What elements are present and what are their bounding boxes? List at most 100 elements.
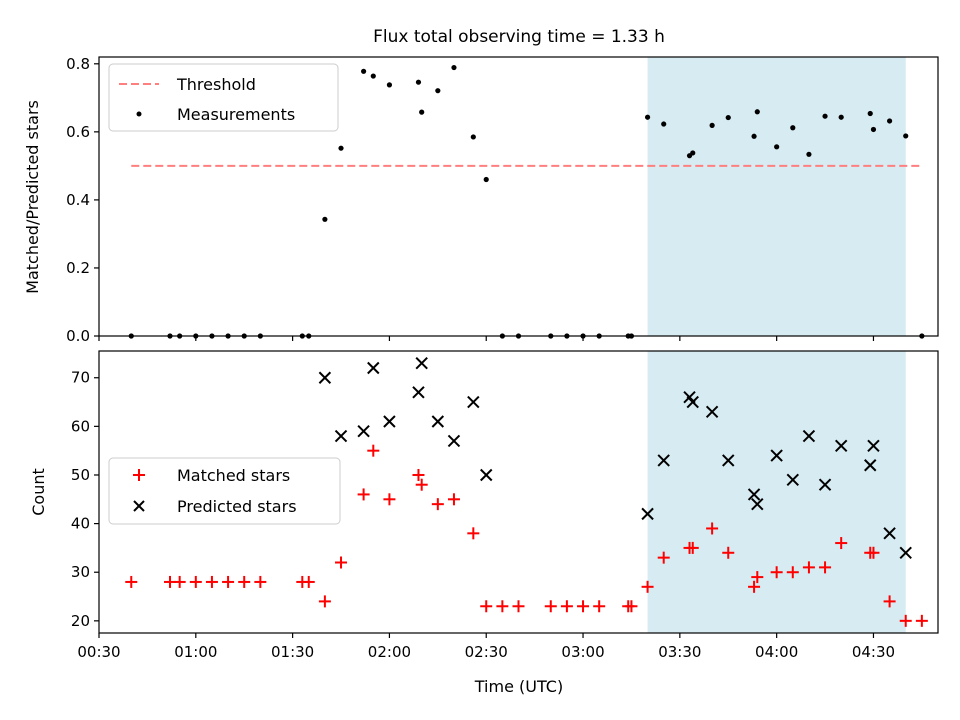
top-y-tick-label: 0.4 — [66, 191, 90, 209]
predicted-star-point — [367, 361, 380, 375]
matched-star-point — [480, 600, 493, 613]
measurement-point — [754, 109, 760, 115]
bottom-axes: 00:30 01:00 01:30 02:00 02:30 03:00 03:30 04:00… — [71, 369, 895, 661]
measurement-point — [419, 109, 425, 115]
predicted-star-point — [657, 454, 670, 467]
predicted-star-point — [318, 371, 332, 384]
predicted-star-point — [802, 429, 816, 443]
matched-star-point — [722, 546, 735, 559]
predicted-star-point — [834, 439, 848, 453]
predicted-star-point — [770, 449, 783, 462]
predicted-star-point — [864, 459, 877, 472]
matched-star-point — [302, 575, 315, 588]
matched-star-point — [883, 595, 896, 608]
bottom-y-tick-label: 20 — [71, 612, 90, 630]
measurement-point — [470, 134, 476, 140]
predicted-star-point — [415, 356, 428, 370]
legend-measurements-label: Measurements — [177, 105, 295, 124]
matched-star-point — [577, 600, 590, 613]
x-tick-label: 02:00 — [368, 643, 411, 661]
matched-star-point — [770, 566, 783, 579]
x-tick-label: 03:00 — [561, 643, 604, 661]
top-y-tick-label: 0.0 — [66, 327, 90, 345]
predicted-star-point — [334, 429, 348, 443]
x-tick-label: 01:00 — [174, 643, 217, 661]
x-tick-label: 04:30 — [852, 643, 895, 661]
predicted-star-point — [705, 405, 719, 418]
predicted-star-point — [686, 395, 699, 409]
matched-star-point — [560, 600, 573, 613]
matched-star-point — [706, 522, 719, 535]
measurement-point — [370, 73, 376, 79]
predicted-star-point — [747, 488, 761, 501]
top-y-tick-label: 0.2 — [66, 259, 90, 277]
matched-star-point — [819, 561, 832, 574]
matched-star-point — [641, 580, 654, 593]
measurement-point — [725, 114, 731, 121]
bottom-y-tick-label: 60 — [71, 417, 90, 435]
bottom-y-tick-label: 70 — [71, 369, 90, 387]
matched-star-point — [512, 600, 525, 613]
x-axis-label: Time (UTC) — [474, 677, 563, 696]
measurement-point — [751, 133, 757, 139]
legend-matched-swatch — [133, 469, 145, 481]
measurement-points — [128, 64, 925, 339]
measurement-point — [903, 133, 909, 139]
measurement-point — [870, 126, 877, 133]
measurement-point — [386, 82, 393, 88]
matched-star-point — [802, 561, 815, 574]
matched-star-point — [899, 614, 912, 627]
measurement-point — [435, 88, 441, 94]
predicted-star-point — [818, 478, 832, 491]
predicted-star-point — [786, 473, 799, 487]
matched-star-point — [189, 575, 202, 588]
predicted-star-point — [641, 507, 654, 521]
matched-star-point — [357, 488, 370, 501]
predicted-star-point — [383, 415, 396, 428]
predicted-star-point — [751, 497, 764, 511]
matched-star-point — [748, 580, 761, 593]
bottom-plot-frame — [98, 350, 939, 634]
predicted-star-point — [883, 527, 896, 540]
matched-star-point — [867, 546, 880, 559]
x-tick-label: 02:30 — [465, 643, 508, 661]
bottom-y-tick-label: 30 — [71, 563, 90, 581]
predicted-star-point — [480, 468, 493, 482]
matched-star-point — [786, 566, 799, 579]
matched-star-point — [657, 551, 670, 564]
matched-star-point — [915, 614, 928, 627]
matched-star-point — [496, 600, 509, 613]
matched-star-point — [318, 595, 331, 608]
top-axes: 0.0 0.2 0.4 0.6 0.8 — [66, 55, 875, 345]
predicted-star-point — [899, 546, 912, 559]
bottom-y-tick-label: 50 — [71, 466, 90, 484]
x-tick-label: 04:00 — [755, 643, 798, 661]
measurement-point — [806, 151, 812, 157]
matched-star-point — [751, 571, 764, 584]
measurement-point — [886, 118, 893, 124]
matched-star-point — [367, 444, 380, 457]
measurement-point — [483, 176, 489, 183]
measurement-point — [867, 110, 873, 117]
bottom-legend-box — [108, 457, 341, 525]
matched-star-point — [431, 498, 444, 511]
top-y-tick-label: 0.6 — [66, 123, 90, 141]
measurement-point — [790, 125, 796, 131]
top-plot-frame — [98, 56, 939, 337]
measurement-point — [661, 121, 667, 127]
x-tick-label: 00:30 — [77, 643, 120, 661]
legend-measurements-swatch — [136, 111, 142, 117]
matched-star-point — [205, 575, 218, 588]
measurement-point — [338, 145, 344, 151]
x-tick-label: 03:30 — [658, 643, 701, 661]
measurement-point — [322, 216, 328, 222]
measurement-point — [361, 68, 367, 74]
matched-star-point — [222, 575, 235, 588]
top-legend: Threshold Measurements — [108, 63, 339, 132]
measurement-point — [774, 144, 780, 150]
matched-star-point — [335, 556, 348, 569]
predicted-star-point — [357, 425, 370, 438]
legend-matched-label: Matched stars — [177, 466, 290, 485]
bottom-panel: 00:30 01:00 01:30 02:00 02:30 03:00 03:30 04:00… — [29, 350, 939, 696]
matched-star-point — [415, 478, 428, 491]
